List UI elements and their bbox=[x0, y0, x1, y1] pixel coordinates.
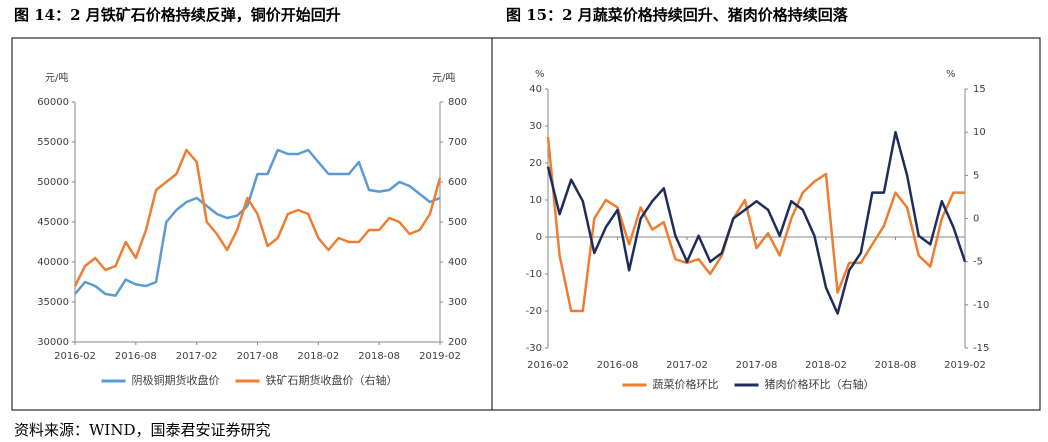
y-tick-label: 55000 bbox=[37, 137, 69, 148]
y2-tick-label: 0 bbox=[973, 214, 979, 225]
y-tick-label: 45000 bbox=[37, 217, 69, 228]
x-tick-label: 2016-02 bbox=[527, 360, 569, 371]
x-tick-label: 2017-08 bbox=[736, 360, 778, 371]
series-line bbox=[546, 136, 965, 313]
source: 资料来源：WIND，国泰君安证券研究 bbox=[14, 421, 271, 439]
legend-label: 猪肉价格环比（右轴） bbox=[765, 377, 875, 391]
x-tick-label: 2018-08 bbox=[875, 360, 917, 371]
x-tick-label: 2017-08 bbox=[237, 351, 279, 362]
legend-label: 阴极铜期货收盘价 bbox=[132, 373, 220, 387]
y2-tick-label: 400 bbox=[448, 257, 467, 268]
frame bbox=[11, 37, 1041, 411]
y2-tick-label: 500 bbox=[448, 217, 467, 228]
chart-title: 图 14：2 月铁矿石价格持续反弹，铜价开始回升 bbox=[14, 6, 341, 24]
y-tick-label: 10 bbox=[529, 195, 542, 206]
y-tick-label: -20 bbox=[526, 306, 542, 317]
y-tick-label: 40 bbox=[529, 84, 542, 95]
y-axis-label: % bbox=[535, 69, 545, 80]
x-tick-label: 2019-02 bbox=[419, 351, 461, 362]
y2-tick-label: 5 bbox=[973, 170, 979, 181]
series-line bbox=[73, 148, 442, 287]
y2-tick-label: 600 bbox=[448, 177, 467, 188]
x-tick-label: 2017-02 bbox=[176, 351, 218, 362]
y2-tick-label: 700 bbox=[448, 137, 467, 148]
y2-axis-label: % bbox=[946, 69, 956, 80]
y-tick-label: -30 bbox=[526, 343, 542, 354]
legend-label: 蔬菜价格环比 bbox=[653, 377, 719, 391]
legend-label: 铁矿石期货收盘价（右轴） bbox=[266, 373, 398, 387]
series-line bbox=[546, 130, 967, 315]
y-tick-label: 20 bbox=[529, 158, 542, 169]
chart-title: 图 15：2 月蔬菜价格持续回升、猪肉价格持续回落 bbox=[506, 6, 849, 24]
x-tick-label: 2016-02 bbox=[54, 351, 96, 362]
y-tick-label: 40000 bbox=[37, 257, 69, 268]
y-tick-label: 30000 bbox=[37, 337, 69, 348]
y-tick-label: 30 bbox=[529, 121, 542, 132]
y-tick-label: -10 bbox=[526, 269, 542, 280]
series-line bbox=[74, 148, 441, 297]
y2-axis-label: 元/吨 bbox=[432, 71, 455, 84]
y2-tick-label: -5 bbox=[973, 257, 983, 268]
y2-tick-label: 200 bbox=[448, 337, 467, 348]
x-tick-label: 2016-08 bbox=[597, 360, 639, 371]
x-tick-label: 2019-02 bbox=[944, 360, 986, 371]
y-tick-label: 0 bbox=[536, 232, 542, 243]
x-tick-label: 2018-08 bbox=[358, 351, 400, 362]
x-tick-label: 2016-08 bbox=[115, 351, 157, 362]
y-tick-label: 60000 bbox=[37, 97, 69, 108]
y2-tick-label: -15 bbox=[973, 343, 989, 354]
y2-tick-label: 800 bbox=[448, 97, 467, 108]
x-tick-label: 2017-02 bbox=[666, 360, 708, 371]
y2-tick-label: 15 bbox=[973, 84, 986, 95]
y-axis-label: 元/吨 bbox=[45, 71, 68, 84]
y2-tick-label: 300 bbox=[448, 297, 467, 308]
y-tick-label: 50000 bbox=[37, 177, 69, 188]
y2-tick-label: 10 bbox=[973, 127, 986, 138]
y-tick-label: 35000 bbox=[37, 297, 69, 308]
x-tick-label: 2018-02 bbox=[297, 351, 339, 362]
x-tick-label: 2018-02 bbox=[805, 360, 847, 371]
y2-tick-label: -10 bbox=[973, 300, 989, 311]
